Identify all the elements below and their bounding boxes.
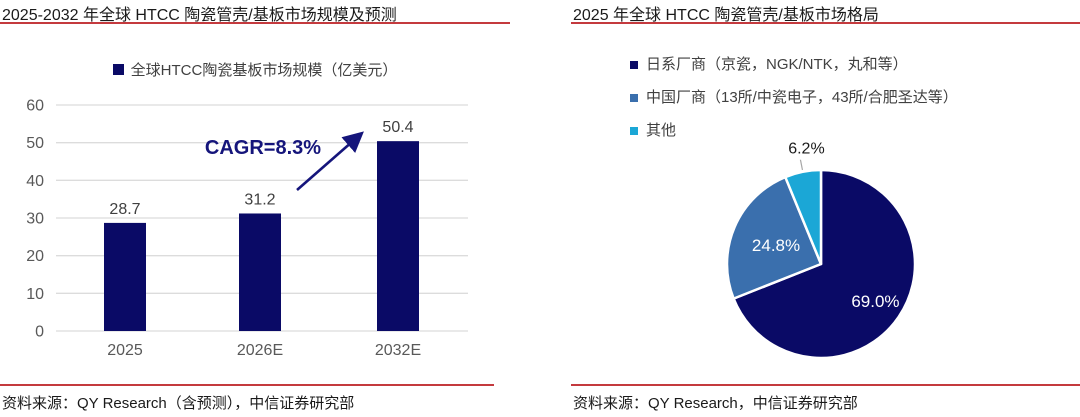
pie-slice-label: 69.0%	[851, 292, 899, 311]
legend-swatch-navy	[630, 60, 638, 69]
cagr-annotation: CAGR=8.3%	[205, 137, 321, 159]
title-underline-rule	[571, 22, 1080, 24]
legend-label-china: 中国厂商（13所/中瓷电子，43所/合肥圣达等）	[646, 89, 958, 106]
y-axis-tick-label: 20	[26, 248, 44, 265]
y-axis-tick-label: 50	[26, 135, 44, 152]
bar	[377, 141, 419, 331]
bar	[239, 213, 281, 331]
legend-item-japan: 日系厂商（京瓷，NGK/NTK，丸和等）	[630, 55, 958, 74]
bar-chart-svg: 0 10 20 30 40 50 60 28.7 2025 31.2 2026E 50.4 2032E C…	[26, 98, 468, 359]
x-axis-category-label: 2032E	[375, 342, 421, 359]
pie-slice-label-outside: 6.2%	[788, 141, 824, 158]
pie-slice-label: 24.8%	[752, 236, 800, 255]
bar-value-label: 31.2	[244, 191, 275, 208]
pie-chart-source: 资料来源：QY Research，中信证券研究部	[573, 395, 858, 412]
pie-label-leader-line	[799, 159, 804, 171]
legend-item-other: 其他	[630, 121, 958, 140]
bar-chart-legend-label: 全球HTCC陶瓷基板市场规模（亿美元）	[130, 62, 398, 79]
y-axis-tick-label: 60	[26, 98, 44, 115]
source-divider-rule	[0, 384, 494, 386]
bar-value-label: 50.4	[382, 119, 413, 136]
x-axis-category-label: 2026E	[237, 342, 283, 359]
pie-chart-panel: 2025 年全球 HTCC 陶瓷管壳/基板市场格局 日系厂商（京瓷，NGK/NT…	[571, 0, 1080, 417]
legend-swatch-blue	[630, 93, 638, 102]
pie-chart-title: 2025 年全球 HTCC 陶瓷管壳/基板市场格局	[573, 7, 879, 24]
legend-swatch-cyan	[630, 126, 638, 135]
bar-chart-source: 资料来源：QY Research（含预测），中信证券研究部	[2, 395, 355, 412]
legend-label-other: 其他	[646, 122, 677, 139]
pie-slice	[784, 168, 823, 266]
pie-slice	[732, 168, 917, 360]
legend-item-china: 中国厂商（13所/中瓷电子，43所/合肥圣达等）	[630, 88, 958, 107]
pie-chart-legend: 日系厂商（京瓷，NGK/NTK，丸和等） 中国厂商（13所/中瓷电子，43所/合…	[630, 55, 958, 140]
source-divider-rule	[571, 384, 1080, 386]
bar-chart-panel: 2025-2032 年全球 HTCC 陶瓷管壳/基板市场规模及预测 全球HTCC…	[0, 0, 510, 417]
title-underline-rule	[0, 22, 510, 24]
bar-value-label: 28.7	[109, 201, 140, 218]
y-axis-tick-label: 10	[26, 286, 44, 303]
legend-swatch-navy	[112, 64, 124, 75]
y-axis-tick-label: 40	[26, 173, 44, 190]
cagr-arrow	[296, 131, 364, 191]
y-axis-tick-label: 0	[35, 324, 44, 341]
y-axis-tick-label: 30	[26, 211, 44, 228]
x-axis-category-label: 2025	[107, 342, 143, 359]
legend-label-japan: 日系厂商（京瓷，NGK/NTK，丸和等）	[646, 56, 908, 73]
bar-chart-legend: 全球HTCC陶瓷基板市场规模（亿美元）	[0, 59, 510, 80]
bar-chart-title: 2025-2032 年全球 HTCC 陶瓷管壳/基板市场规模及预测	[2, 7, 397, 24]
bar	[104, 222, 146, 331]
pie-chart-svg: 69.0% 24.8% 6.2%	[725, 141, 917, 360]
